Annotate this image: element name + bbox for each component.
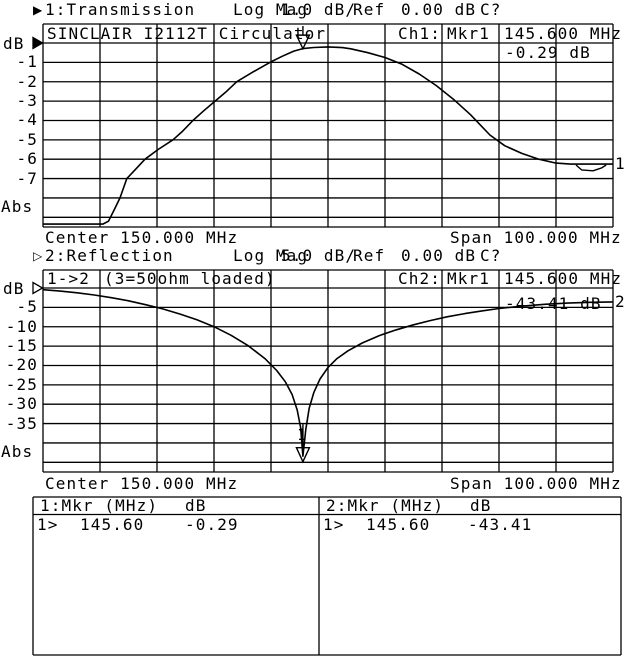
chart1-marker-value: -0.29 dB <box>505 43 591 62</box>
table-left-marker-value: -0.29 <box>185 515 239 534</box>
chart1-marker-label: Mkr1 <box>447 24 490 43</box>
chart2-y-tick-label: -5 <box>16 297 38 317</box>
chart1-y-tick-label: -5 <box>16 129 38 149</box>
chart1-y-tick-label: -2 <box>16 71 38 91</box>
chart1-center-frequency: Center 150.000 MHz <box>45 228 239 247</box>
ch2-ref-label: Ref <box>353 246 386 265</box>
ch1-ref-label: Ref <box>353 0 386 19</box>
chart2-y-tick-label: -30 <box>5 394 38 414</box>
ch1-scale-label: 1.0 dB/ <box>281 0 357 19</box>
channel-2-indicator-icon: ▷ <box>33 249 43 263</box>
chart2-span: Span 100.000 MHz <box>450 474 622 493</box>
trace-1-ripple <box>575 164 607 172</box>
chart2-marker-frequency: 145.600 MHz <box>504 269 623 288</box>
trace-1 <box>43 46 613 225</box>
table-left-header: 1:Mkr (MHz) <box>40 496 159 515</box>
ch1-cal-status: C? <box>480 0 502 19</box>
chart1-y-tick-label: -6 <box>16 149 38 169</box>
ch2-scale-label: 5.0 dB/ <box>281 246 357 265</box>
table-left-unit-header: dB <box>185 496 207 515</box>
ch1-measurement-label: 1:Transmission <box>45 0 196 19</box>
chart1-y-tick-label: -1 <box>16 52 38 72</box>
chart1-y-unit-label: dB <box>3 34 25 53</box>
chart2-y-unit-label: dB <box>3 279 25 298</box>
marker1-triangle-icon <box>295 34 311 51</box>
channel-1-active-icon: ▶ <box>33 3 43 17</box>
table-right-marker-freq: 145.60 <box>366 515 431 534</box>
ch2-measurement-label: 2:Reflection <box>45 246 174 265</box>
trace-2 <box>42 288 614 458</box>
chart1-channel-label: Ch1: <box>398 24 441 43</box>
ch1-format-label: Log Mag <box>233 0 309 19</box>
table-right-marker-value: -43.41 <box>468 515 533 534</box>
chart1-span: Span 100.000 MHz <box>450 228 622 247</box>
table-right-header: 2:Mkr (MHz) <box>326 496 445 515</box>
chart1-trace-number: 1 <box>615 154 626 173</box>
chart2-y-tick-label: -10 <box>5 316 38 336</box>
chart1-abs-label: Abs <box>1 197 34 216</box>
table-right-marker-id: 1> <box>323 515 345 534</box>
chart2-y-tick-label: -35 <box>5 413 38 433</box>
chart2-channel-label: Ch2: <box>398 269 441 288</box>
ch1-ref-level-arrow-icon <box>32 36 44 50</box>
chart1-device-title: SINCLAIR I2112T Circulator <box>47 24 327 43</box>
chart2-load-note: (3=50ohm loaded) <box>104 269 276 288</box>
marker1-triangle-icon <box>295 446 311 464</box>
chart2-marker-value: -43.41 dB <box>505 294 602 313</box>
chart1-y-tick-label: -4 <box>16 110 38 130</box>
table-right-unit-header: dB <box>470 496 492 515</box>
table-left-marker-id: 1> <box>37 515 59 534</box>
ch2-ref-value: 0.00 dB <box>401 246 477 265</box>
table-left-marker-freq: 145.60 <box>80 515 145 534</box>
chart1-marker-frequency: 145.600 MHz <box>504 24 623 43</box>
chart2-trace-number: 2 <box>615 292 626 311</box>
chart1-y-tick-label: -3 <box>16 91 38 111</box>
ch1-ref-value: 0.00 dB <box>401 0 477 19</box>
chart1-y-tick-label: -7 <box>16 168 38 188</box>
chart2-y-tick-label: -15 <box>5 336 38 356</box>
chart2-port-label: 1->2 <box>47 269 90 288</box>
chart2-y-tick-label: -25 <box>5 374 38 394</box>
ch2-cal-status: C? <box>480 246 502 265</box>
ch2-ref-level-arrow-icon <box>32 281 44 295</box>
chart2-marker-number: 1 <box>297 425 308 444</box>
chart2-y-tick-label: -20 <box>5 355 38 375</box>
chart2-abs-label: Abs <box>1 442 34 461</box>
chart2-marker-label: Mkr1 <box>447 269 490 288</box>
chart2-center-frequency: Center 150.000 MHz <box>45 474 239 493</box>
ch2-format-label: Log Mag <box>233 246 309 265</box>
